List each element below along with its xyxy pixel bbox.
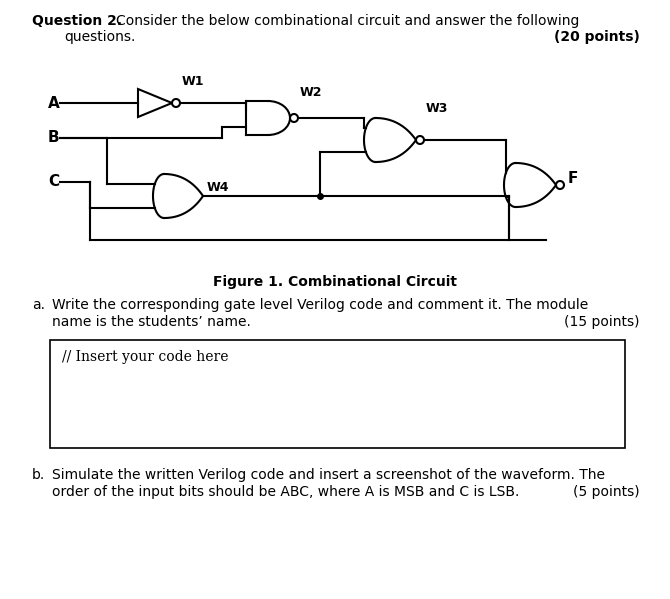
Text: (15 points): (15 points) <box>565 315 640 329</box>
Circle shape <box>556 181 564 189</box>
Text: name is the students’ name.: name is the students’ name. <box>52 315 251 329</box>
Circle shape <box>290 114 298 122</box>
Text: (5 points): (5 points) <box>574 485 640 499</box>
Text: Consider the below combinational circuit and answer the following: Consider the below combinational circuit… <box>116 14 580 28</box>
Text: B: B <box>48 131 60 146</box>
Text: Figure 1. Combinational Circuit: Figure 1. Combinational Circuit <box>213 275 457 289</box>
Text: b.: b. <box>32 468 46 482</box>
Text: (20 points): (20 points) <box>554 30 640 44</box>
Text: C: C <box>48 174 59 189</box>
Text: a.: a. <box>32 298 45 312</box>
Text: F: F <box>568 171 578 186</box>
Circle shape <box>416 136 424 144</box>
Text: Write the corresponding gate level Verilog code and comment it. The module: Write the corresponding gate level Veril… <box>52 298 588 312</box>
Text: // Insert your code here: // Insert your code here <box>62 350 228 364</box>
Text: order of the input bits should be ABC, where A is MSB and C is LSB.: order of the input bits should be ABC, w… <box>52 485 519 499</box>
Text: W1: W1 <box>182 75 204 88</box>
Text: W2: W2 <box>300 86 322 99</box>
FancyBboxPatch shape <box>50 340 625 448</box>
Text: W4: W4 <box>207 181 230 194</box>
Circle shape <box>172 99 180 107</box>
Text: W3: W3 <box>426 102 448 115</box>
Text: Question 2.: Question 2. <box>32 14 122 28</box>
Text: Simulate the written Verilog code and insert a screenshot of the waveform. The: Simulate the written Verilog code and in… <box>52 468 605 482</box>
Text: A: A <box>48 95 60 110</box>
Text: questions.: questions. <box>64 30 135 44</box>
